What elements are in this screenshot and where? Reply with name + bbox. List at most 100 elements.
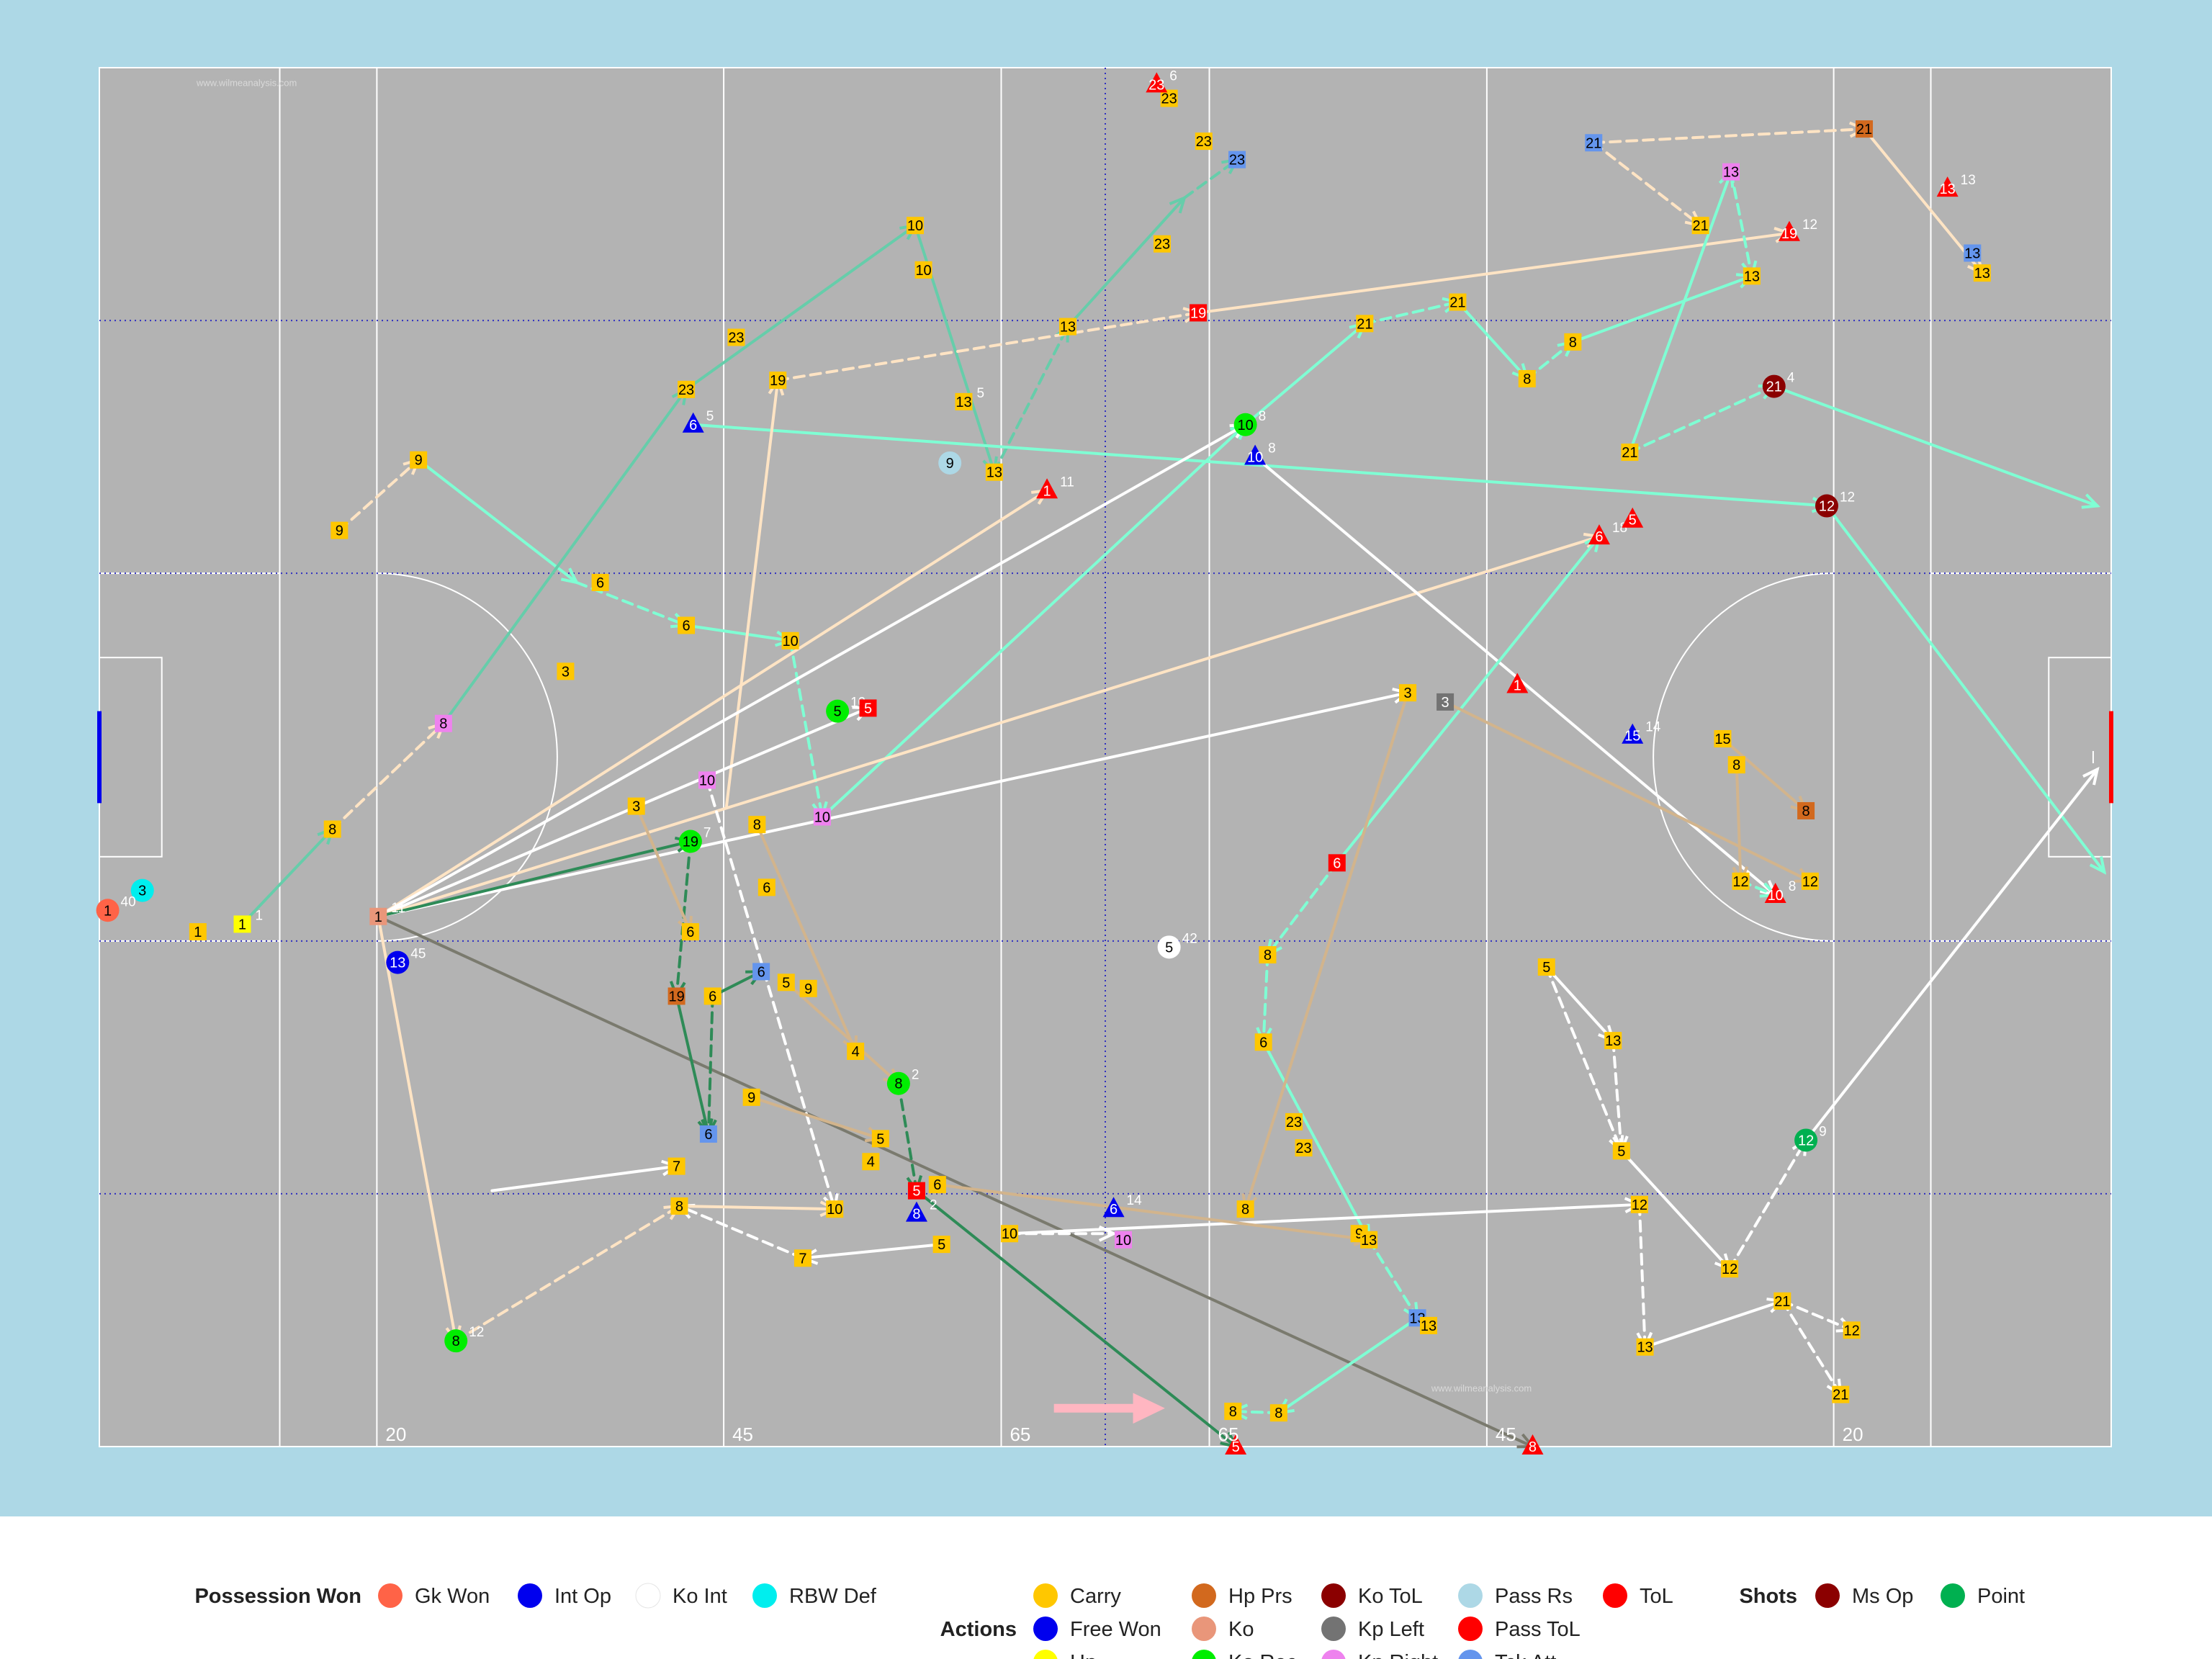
event-marker-square <box>1518 369 1536 387</box>
legend-title: Shots <box>1739 1585 1797 1608</box>
event-marker-square <box>331 521 349 539</box>
event-marker: 6 <box>703 987 721 1005</box>
event-label: 8 <box>452 1334 460 1349</box>
event-arrow-line <box>685 224 917 391</box>
event-tag: 12 <box>1802 217 1817 233</box>
event-label: 6 <box>686 925 694 940</box>
legend-swatch <box>1033 1617 1058 1641</box>
legend-title: Actions <box>940 1618 1017 1641</box>
event-marker-square <box>1856 120 1874 138</box>
legend-item: Gk Won <box>378 1583 490 1608</box>
event-marker: 10 <box>1115 1231 1133 1249</box>
event-marker-square <box>1722 163 1740 181</box>
event-marker-square <box>752 963 770 981</box>
event-arrows <box>240 121 2107 1449</box>
event-arrow-line <box>1262 953 1269 1044</box>
event-marker: 19 <box>769 372 787 390</box>
event-arrow-line <box>691 423 1828 508</box>
event-marker-square <box>777 974 795 992</box>
event-marker: 10 <box>781 631 799 649</box>
event-marker-square <box>748 816 766 834</box>
legend-item: Ko ToL <box>1321 1583 1423 1608</box>
event-marker-square <box>1399 684 1417 702</box>
event-marker-circle <box>1815 494 1838 518</box>
event-label: 3 <box>1442 695 1449 711</box>
event-marker: 19 <box>667 987 685 1005</box>
event-marker-circle <box>444 1329 468 1353</box>
event-marker: 10 <box>1001 1225 1019 1243</box>
event-marker-square <box>678 616 696 634</box>
event-marker: 13 <box>1722 163 1740 181</box>
event-marker: 6 <box>928 1176 946 1194</box>
event-marker: 5 <box>932 1236 950 1254</box>
event-tag: 1 <box>255 908 263 923</box>
event-arrow-line <box>750 1095 882 1141</box>
event-label: 5 <box>864 701 872 716</box>
event-marker: 21 <box>1832 1385 1850 1403</box>
event-marker: 5 <box>859 699 877 717</box>
event-arrow-line <box>1772 385 2099 508</box>
event-arrow-line <box>634 804 692 934</box>
event-marker: 510 <box>826 696 866 723</box>
event-label: 1 <box>194 925 202 940</box>
event-marker-square <box>323 820 341 838</box>
event-marker: 13 45 <box>386 947 426 974</box>
legend-swatch <box>1458 1583 1483 1608</box>
legend-item: Ko <box>1192 1617 1254 1641</box>
event-tag: 8 <box>1259 409 1267 424</box>
event-marker: 8 <box>1224 1403 1242 1421</box>
event-arrow-line <box>1244 322 1367 426</box>
event-label: 23 <box>1148 77 1164 93</box>
event-arrow-line <box>377 914 458 1343</box>
event-label: 1 <box>238 917 246 932</box>
event-marker: 12 <box>1630 1195 1648 1213</box>
event-label: 15 <box>1624 729 1640 745</box>
event-label: 12 <box>1844 1323 1860 1339</box>
event-label: 5 <box>1629 513 1637 529</box>
event-marker: 10 8 <box>1233 409 1267 436</box>
event-label: 3 <box>1404 685 1412 701</box>
event-arrow-line <box>1643 1299 1784 1349</box>
event-marker: 8 <box>1259 945 1277 963</box>
event-marker: 6 <box>752 963 770 981</box>
event-marker-square <box>703 987 721 1005</box>
event-label: 8 <box>1732 757 1740 773</box>
event-label: 13 <box>1940 181 1956 197</box>
event-arrow-line <box>706 994 714 1136</box>
legend-label: Int Op <box>554 1585 611 1608</box>
event-marker-square <box>1356 315 1374 333</box>
event-label: 8 <box>1274 1406 1282 1421</box>
event-marker: 13 <box>1636 1338 1654 1356</box>
event-arrow-line <box>1244 691 1410 1211</box>
event-marker-circle <box>886 1071 910 1095</box>
event-marker: 8 <box>1797 801 1815 819</box>
legend-item: Free Won <box>1033 1617 1161 1641</box>
event-marker: 23 <box>678 380 696 398</box>
event-marker: 21 <box>1773 1292 1791 1310</box>
event-arrow-line <box>685 624 792 642</box>
event-label: 23 <box>1286 1115 1302 1130</box>
event-marker-square <box>681 923 699 941</box>
event-arrow-line <box>1781 1299 1843 1396</box>
event-label: 9 <box>415 453 423 469</box>
event-marker-square <box>1190 304 1208 322</box>
event-marker: 3 <box>627 797 645 815</box>
event-arrow-line <box>240 827 334 926</box>
event-marker: 21 <box>1449 293 1467 311</box>
event-label: 5 <box>1542 960 1550 976</box>
event-marker: 6 <box>678 616 696 634</box>
event-marker: 6 14 <box>1102 1193 1142 1218</box>
event-marker-square <box>1437 693 1455 711</box>
event-arrow-line <box>1825 504 2106 874</box>
event-marker-square <box>189 923 207 941</box>
event-marker: 12 <box>1732 872 1750 890</box>
event-marker-square <box>757 878 775 896</box>
event-marker-square <box>871 1130 889 1148</box>
event-label: 23 <box>1196 134 1212 150</box>
event-label: 12 <box>1798 1133 1814 1148</box>
zone-gridlines <box>99 68 2111 1447</box>
legend-item: Carry <box>1033 1583 1121 1608</box>
event-marker: 9 <box>938 451 962 475</box>
